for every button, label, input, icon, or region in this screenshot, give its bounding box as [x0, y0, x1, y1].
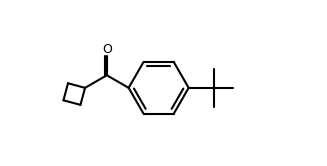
Text: O: O [102, 43, 112, 56]
